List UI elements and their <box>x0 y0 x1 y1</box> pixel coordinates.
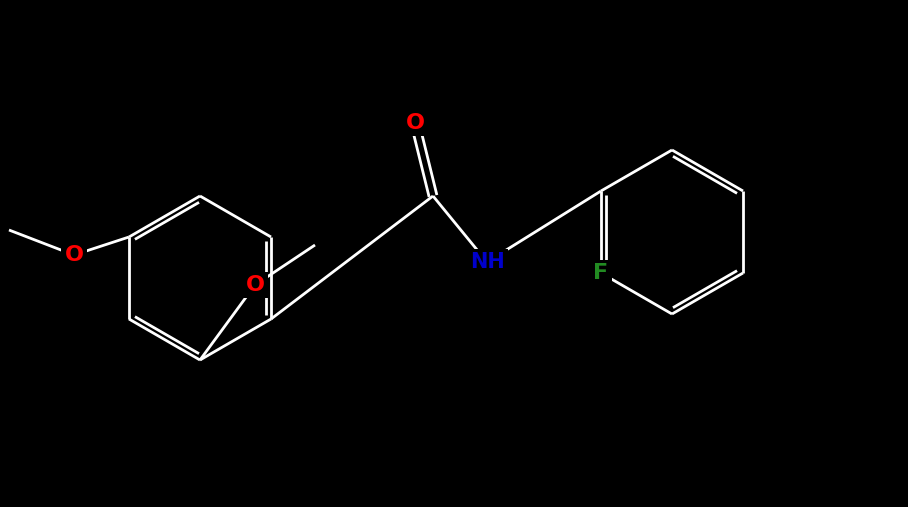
Text: O: O <box>406 113 425 133</box>
Text: F: F <box>594 263 608 283</box>
Text: O: O <box>245 275 264 295</box>
Text: O: O <box>64 245 84 265</box>
Text: NH: NH <box>469 252 504 272</box>
